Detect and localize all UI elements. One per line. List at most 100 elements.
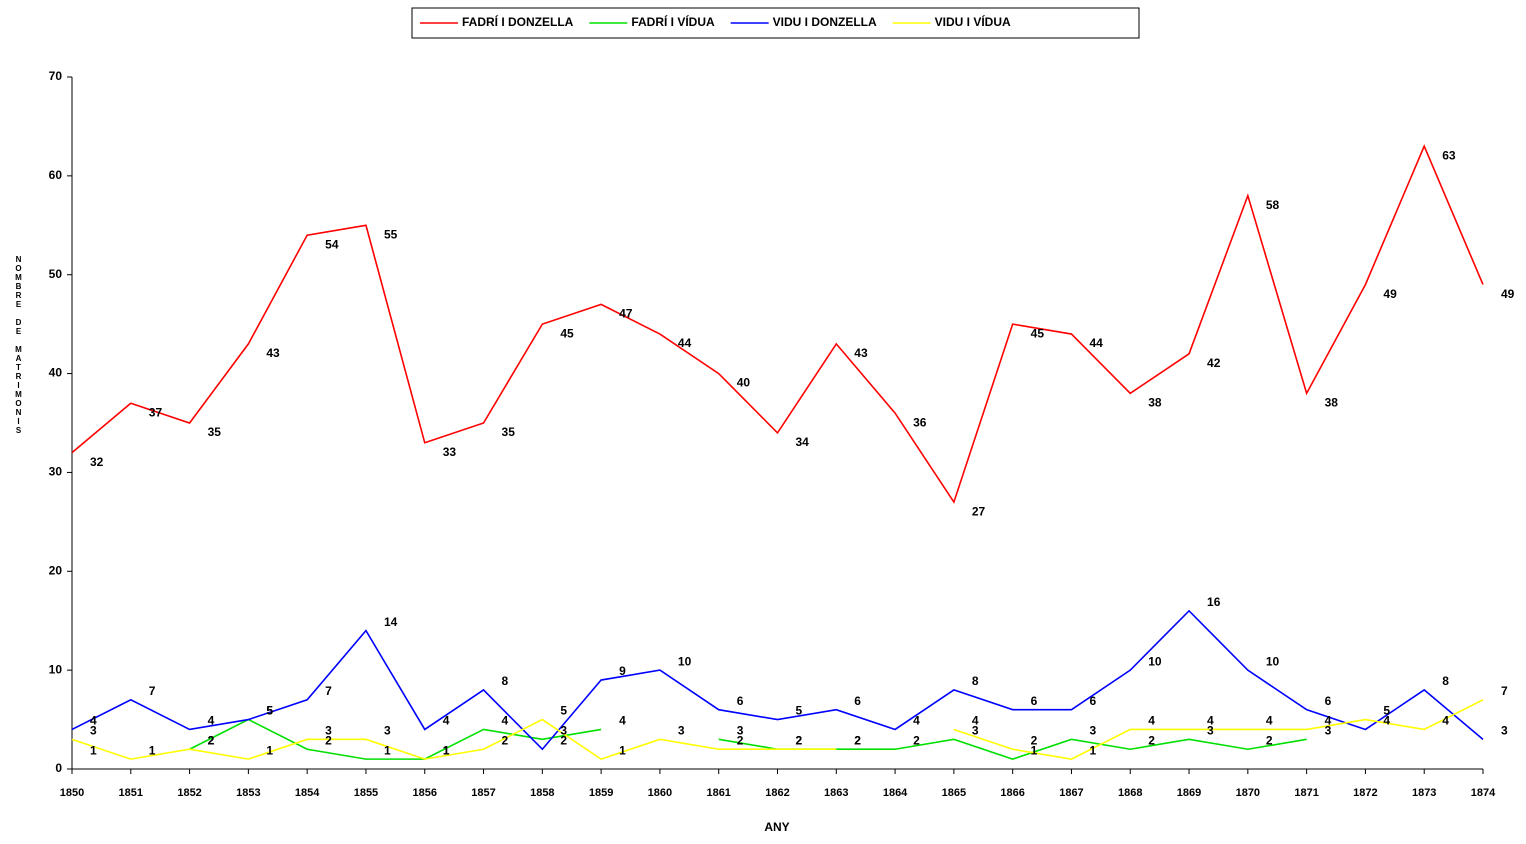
x-tick-label: 1870 bbox=[1236, 787, 1260, 799]
data-label: 5 bbox=[796, 704, 803, 718]
y-tick-label: 10 bbox=[49, 662, 63, 676]
data-label: 33 bbox=[443, 445, 457, 459]
data-label: 8 bbox=[1442, 674, 1449, 688]
data-label: 3 bbox=[560, 724, 567, 738]
data-label: 8 bbox=[972, 674, 979, 688]
data-label: 43 bbox=[854, 346, 868, 360]
data-label: 2 bbox=[1031, 733, 1038, 747]
data-label: 3 bbox=[90, 724, 97, 738]
data-label: 34 bbox=[796, 435, 810, 449]
data-label: 2 bbox=[1266, 733, 1273, 747]
x-tick-label: 1868 bbox=[1118, 787, 1142, 799]
data-label: 2 bbox=[325, 733, 332, 747]
data-label: 40 bbox=[737, 376, 751, 390]
data-label: 7 bbox=[149, 684, 156, 698]
data-label: 58 bbox=[1266, 198, 1280, 212]
data-label: 6 bbox=[1325, 694, 1332, 708]
data-label: 7 bbox=[325, 684, 332, 698]
data-label: 6 bbox=[1031, 694, 1038, 708]
data-label: 8 bbox=[502, 674, 509, 688]
data-label: 44 bbox=[678, 336, 692, 350]
data-label: 2 bbox=[208, 733, 215, 747]
x-tick-label: 1861 bbox=[706, 787, 730, 799]
data-label: 2 bbox=[1148, 733, 1155, 747]
data-label: 1 bbox=[1031, 743, 1038, 757]
data-label: 49 bbox=[1383, 287, 1397, 301]
x-tick-label: 1850 bbox=[60, 787, 84, 799]
data-label: 6 bbox=[854, 694, 861, 708]
data-label: 35 bbox=[502, 425, 516, 439]
data-label: 4 bbox=[502, 714, 509, 728]
data-label: 4 bbox=[208, 714, 215, 728]
x-tick-label: 1864 bbox=[883, 787, 908, 799]
data-label: 1 bbox=[1089, 743, 1096, 757]
data-label: 37 bbox=[149, 405, 163, 419]
data-label: 47 bbox=[619, 307, 633, 321]
data-label: 3 bbox=[678, 724, 685, 738]
data-label: 49 bbox=[1501, 287, 1515, 301]
data-label: 1 bbox=[90, 743, 97, 757]
x-tick-label: 1862 bbox=[765, 787, 789, 799]
data-label: 1 bbox=[443, 743, 450, 757]
x-tick-label: 1867 bbox=[1059, 787, 1083, 799]
data-label: 5 bbox=[1383, 704, 1390, 718]
data-label: 1 bbox=[384, 743, 391, 757]
x-tick-label: 1856 bbox=[413, 787, 437, 799]
x-tick-label: 1871 bbox=[1294, 787, 1318, 799]
data-label: 10 bbox=[1266, 654, 1280, 668]
data-label: 44 bbox=[1089, 336, 1103, 350]
data-label: 3 bbox=[325, 724, 332, 738]
data-label: 42 bbox=[1207, 356, 1221, 370]
data-label: 2 bbox=[854, 733, 861, 747]
data-label: 2 bbox=[796, 733, 803, 747]
data-label: 3 bbox=[737, 724, 744, 738]
series-line bbox=[71, 144, 1484, 504]
x-tick-label: 1851 bbox=[119, 787, 143, 799]
data-label: 36 bbox=[913, 415, 927, 429]
x-tick-label: 1874 bbox=[1471, 787, 1496, 799]
legend-box bbox=[411, 7, 1140, 39]
data-label: 5 bbox=[560, 704, 567, 718]
y-tick-label: 20 bbox=[49, 563, 63, 577]
data-label: 6 bbox=[1089, 694, 1096, 708]
x-tick-label: 1865 bbox=[942, 787, 966, 799]
x-tick-label: 1873 bbox=[1412, 787, 1436, 799]
y-tick-label: 50 bbox=[49, 267, 63, 281]
legend-label: FADRÍ I DONZELLA bbox=[462, 14, 574, 29]
data-label: 1 bbox=[149, 743, 156, 757]
legend-label: FADRÍ I VÍDUA bbox=[631, 14, 715, 29]
x-axis-label: ANY bbox=[764, 820, 789, 834]
data-label: 5 bbox=[266, 704, 273, 718]
legend-label: VIDU I VÍDUA bbox=[935, 14, 1011, 29]
data-label: 9 bbox=[619, 664, 626, 678]
data-label: 6 bbox=[737, 694, 744, 708]
x-tick-label: 1866 bbox=[1000, 787, 1024, 799]
x-tick-label: 1859 bbox=[589, 787, 613, 799]
x-tick-label: 1853 bbox=[236, 787, 260, 799]
data-label: 2 bbox=[854, 733, 861, 747]
data-label: 14 bbox=[384, 615, 398, 629]
y-tick-label: 70 bbox=[49, 69, 63, 83]
data-label: 2 bbox=[737, 733, 744, 747]
y-axis-label: NOMBRE DE MATRIMONIS bbox=[14, 255, 23, 435]
data-label: 10 bbox=[678, 654, 692, 668]
data-label: 54 bbox=[325, 237, 339, 251]
x-tick-label: 1852 bbox=[177, 787, 201, 799]
data-label: 1 bbox=[619, 743, 626, 757]
data-label: 45 bbox=[560, 326, 574, 340]
data-label: 10 bbox=[1148, 654, 1162, 668]
y-tick-label: 40 bbox=[49, 366, 63, 380]
data-label: 3 bbox=[1501, 724, 1508, 738]
data-label: 3 bbox=[384, 724, 391, 738]
data-label: 2 bbox=[502, 733, 509, 747]
data-label: 4 bbox=[1442, 714, 1449, 728]
data-label: 4 bbox=[1383, 714, 1390, 728]
data-label: 4 bbox=[972, 714, 979, 728]
data-label: 35 bbox=[208, 425, 222, 439]
data-label: 4 bbox=[619, 714, 626, 728]
data-label: 2 bbox=[208, 733, 215, 747]
x-tick-label: 1872 bbox=[1353, 787, 1377, 799]
data-label: 4 bbox=[90, 714, 97, 728]
data-label: 16 bbox=[1207, 595, 1221, 609]
data-label: 43 bbox=[266, 346, 280, 360]
